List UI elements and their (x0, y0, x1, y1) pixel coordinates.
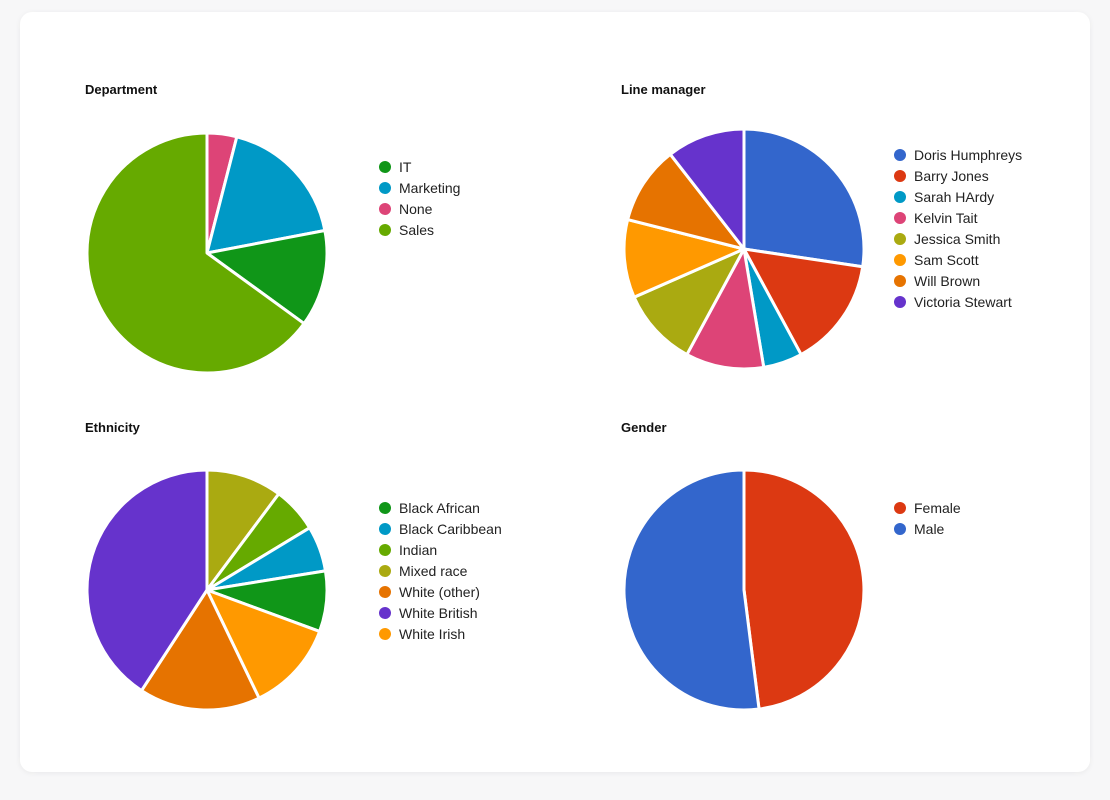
pie-slice-sam-scott[interactable] (622, 218, 746, 299)
legend-item-female[interactable]: Female (894, 497, 961, 518)
legend-item-sam-scott[interactable]: Sam Scott (894, 249, 1022, 270)
legend-swatch (894, 190, 906, 203)
pie-slice-victoria-stewart[interactable] (668, 127, 746, 251)
legend-label: Victoria Stewart (914, 293, 1012, 310)
legend-label: Sam Scott (914, 251, 979, 268)
legend-item-black-african[interactable]: Black African (379, 497, 502, 518)
legend-label: Sales (399, 221, 435, 238)
pie-slice-white-irish[interactable] (205, 588, 322, 700)
legend-item-barry-jones[interactable]: Barry Jones (894, 165, 1022, 186)
legend-swatch (379, 202, 391, 215)
legend-label: Female (914, 499, 961, 516)
legend-swatch (894, 211, 906, 224)
legend-swatch (894, 274, 906, 287)
pie-slice-barry-jones[interactable] (742, 247, 865, 357)
pie-svg (85, 131, 329, 375)
legend-label: Sarah HArdy (914, 188, 995, 205)
pie-slice-white-british[interactable] (85, 468, 209, 693)
legend-swatch (894, 148, 906, 161)
legend-item-marketing[interactable]: Marketing (379, 177, 460, 198)
legend-label: Jessica Smith (914, 230, 1001, 247)
chart-title: Gender (621, 420, 667, 435)
legend-label: Black Caribbean (399, 520, 502, 537)
legend-swatch (379, 501, 391, 514)
legend: Doris Humphreys Barry Jones Sarah HArdy Kel… (894, 144, 1022, 312)
legend-item-white-british[interactable]: White British (379, 602, 502, 623)
chart-title: Ethnicity (85, 420, 140, 435)
legend-item-it[interactable]: IT (379, 156, 460, 177)
legend: IT Marketing None Sales (379, 156, 460, 240)
pie-slice-it[interactable] (205, 229, 329, 326)
legend-item-will-brown[interactable]: Will Brown (894, 270, 1022, 291)
legend: Female Male (894, 497, 961, 539)
legend-item-victoria-stewart[interactable]: Victoria Stewart (894, 291, 1022, 312)
legend-label: Kelvin Tait (914, 209, 978, 226)
pie-slice-kelvin-tait[interactable] (685, 247, 766, 371)
legend-item-sarah-hardy[interactable]: Sarah HArdy (894, 186, 1022, 207)
pie-svg (85, 468, 329, 712)
pie-svg (622, 127, 866, 371)
legend-swatch (379, 564, 391, 577)
pie-slice-sales[interactable] (85, 131, 306, 375)
ethnicity-chart: Ethnicity Black African Black Caribbean In… (85, 420, 605, 750)
legend-label: White Irish (399, 625, 466, 642)
legend-swatch (379, 181, 391, 194)
legend-swatch (894, 295, 906, 308)
legend-label: IT (399, 158, 412, 175)
legend-label: White British (399, 604, 478, 621)
legend-swatch (379, 223, 391, 236)
legend-swatch (894, 253, 906, 266)
legend-swatch (894, 232, 906, 245)
legend-item-indian[interactable]: Indian (379, 539, 502, 560)
legend-label: Male (914, 520, 945, 537)
pie-slice-jessica-smith[interactable] (632, 247, 746, 357)
legend-label: Black African (399, 499, 480, 516)
legend-label: Will Brown (914, 272, 981, 289)
gender-chart: Gender Female Male (621, 420, 1110, 750)
pie-slice-male[interactable] (622, 468, 761, 712)
chart-title: Line manager (621, 82, 706, 97)
pie-svg (622, 468, 866, 712)
legend-swatch (894, 501, 906, 514)
legend-item-black-caribbean[interactable]: Black Caribbean (379, 518, 502, 539)
legend-item-none[interactable]: None (379, 198, 460, 219)
legend-swatch (379, 627, 391, 640)
legend-item-male[interactable]: Male (894, 518, 961, 539)
chart-title: Department (85, 82, 158, 97)
pie-slice-will-brown[interactable] (626, 152, 746, 251)
pie-slice-white-other[interactable] (140, 588, 261, 712)
pie-slice-female[interactable] (742, 468, 866, 711)
legend-swatch (379, 606, 391, 619)
pie-slice-marketing[interactable] (205, 135, 327, 255)
charts-card: Department IT Marketing None Sales Line man… (20, 12, 1090, 772)
legend-item-mixed-race[interactable]: Mixed race (379, 560, 502, 581)
legend-swatch (894, 169, 906, 182)
legend-item-white-other[interactable]: White (other) (379, 581, 502, 602)
line-manager-chart: Line manager Doris Humphreys Barry Jones S… (621, 82, 1110, 412)
legend-label: Mixed race (399, 562, 468, 579)
legend-label: Barry Jones (914, 167, 989, 184)
legend-swatch (894, 522, 906, 535)
legend-swatch (379, 160, 391, 173)
legend-label: White (other) (399, 583, 480, 600)
legend-item-doris-humphreys[interactable]: Doris Humphreys (894, 144, 1022, 165)
legend-swatch (379, 522, 391, 535)
department-chart: Department IT Marketing None Sales (85, 82, 605, 412)
legend-label: Indian (399, 541, 438, 558)
legend-label: Doris Humphreys (914, 146, 1023, 163)
legend: Black African Black Caribbean Indian Mixed … (379, 497, 502, 644)
legend-label: None (399, 200, 433, 217)
legend-item-kelvin-tait[interactable]: Kelvin Tait (894, 207, 1022, 228)
legend-swatch (379, 543, 391, 556)
legend-label: Marketing (399, 179, 461, 196)
legend-item-sales[interactable]: Sales (379, 219, 460, 240)
legend-item-jessica-smith[interactable]: Jessica Smith (894, 228, 1022, 249)
pie-slice-doris-humphreys[interactable] (742, 127, 866, 269)
legend-item-white-irish[interactable]: White Irish (379, 623, 502, 644)
legend-swatch (379, 585, 391, 598)
